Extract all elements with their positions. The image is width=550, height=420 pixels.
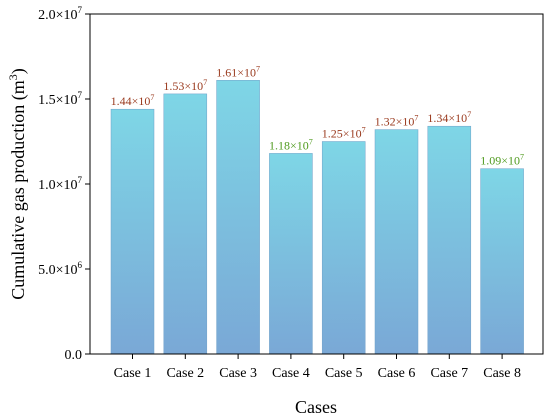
bar-case-6 — [374, 129, 419, 355]
plot-frame — [89, 13, 544, 355]
y-tick-label: 1.0×107 — [38, 175, 82, 193]
x-tick-label: Case 5 — [325, 366, 363, 381]
y-tick-label: 1.5×107 — [38, 90, 82, 108]
value-label: 1.32×107 — [375, 114, 419, 129]
x-axis-label: Cases — [295, 397, 337, 417]
value-label: 1.44×107 — [111, 93, 155, 108]
value-label-mantissa: 1.32×10 — [375, 115, 415, 129]
y-tick-mantissa: 1.0×10 — [38, 178, 77, 193]
value-label-mantissa: 1.09×10 — [480, 154, 520, 168]
value-label-exponent: 7 — [362, 126, 366, 135]
value-label-exponent: 7 — [256, 64, 260, 73]
y-axis-label: Cumulative gas production (m3) — [6, 68, 29, 299]
value-label-exponent: 7 — [467, 110, 471, 119]
y-tick-mantissa: 0.0 — [65, 348, 83, 363]
x-tick-label: Case 3 — [219, 366, 257, 381]
value-labels-layer: 1.44×1071.53×1071.61×1071.18×1071.25×107… — [111, 64, 524, 167]
value-label-exponent: 7 — [203, 78, 207, 87]
bar-case-3 — [216, 80, 260, 355]
x-tick-label: Case 2 — [166, 366, 204, 381]
bar-case-2 — [163, 93, 208, 355]
value-label-mantissa: 1.53×10 — [163, 79, 203, 93]
y-tick-exponent: 7 — [78, 5, 83, 15]
x-tick-label: Case 7 — [430, 366, 468, 381]
value-label-mantissa: 1.44×10 — [111, 94, 151, 108]
y-axis-label-main: Cumulative gas production (m — [8, 80, 29, 299]
y-tick-label: 5.0×106 — [38, 260, 82, 278]
y-tick-mantissa: 5.0×10 — [38, 263, 77, 278]
value-label-exponent: 7 — [309, 137, 313, 146]
x-ticks-layer: Case 1 Case 2 Case 3 Case 4 Case 5 Case 6 Case… — [114, 354, 521, 381]
y-axis-label-close: ) — [8, 68, 29, 74]
bar-case-8 — [480, 168, 524, 355]
value-label-exponent: 7 — [414, 114, 418, 123]
value-label: 1.34×107 — [427, 110, 471, 125]
value-label: 1.53×107 — [163, 78, 207, 93]
y-tick-mantissa: 2.0×10 — [38, 8, 77, 23]
value-label: 1.18×107 — [269, 137, 313, 152]
axes-layer — [89, 13, 544, 355]
bar-case-1 — [110, 108, 155, 355]
y-tick-exponent: 7 — [78, 175, 83, 185]
y-axis-label-sup: 3 — [6, 74, 20, 80]
x-tick-label: Case 4 — [272, 366, 310, 381]
value-label-mantissa: 1.25×10 — [322, 127, 362, 141]
x-tick-label: Case 6 — [378, 366, 416, 381]
value-label-mantissa: 1.34×10 — [427, 111, 467, 125]
y-tick-exponent: 7 — [78, 90, 83, 100]
x-tick-label: Case 1 — [114, 366, 152, 381]
y-tick-exponent: 6 — [78, 260, 83, 270]
value-label: 1.25×107 — [322, 126, 366, 141]
bars-layer — [110, 80, 524, 355]
y-tick-mantissa: 1.5×10 — [38, 93, 77, 108]
y-tick-label: 0.0 — [65, 348, 83, 363]
value-label: 1.09×107 — [480, 153, 524, 168]
x-tick-label: Case 8 — [483, 366, 521, 381]
value-label-mantissa: 1.18×10 — [269, 138, 309, 152]
bar-case-7 — [427, 125, 472, 355]
value-label-mantissa: 1.61×10 — [216, 65, 256, 79]
bar-case-4 — [269, 153, 313, 355]
value-label-exponent: 7 — [520, 153, 524, 162]
y-tick-label: 2.0×107 — [38, 5, 82, 23]
value-label-exponent: 7 — [150, 93, 154, 102]
value-label: 1.61×107 — [216, 64, 260, 79]
bar-case-5 — [321, 141, 366, 355]
